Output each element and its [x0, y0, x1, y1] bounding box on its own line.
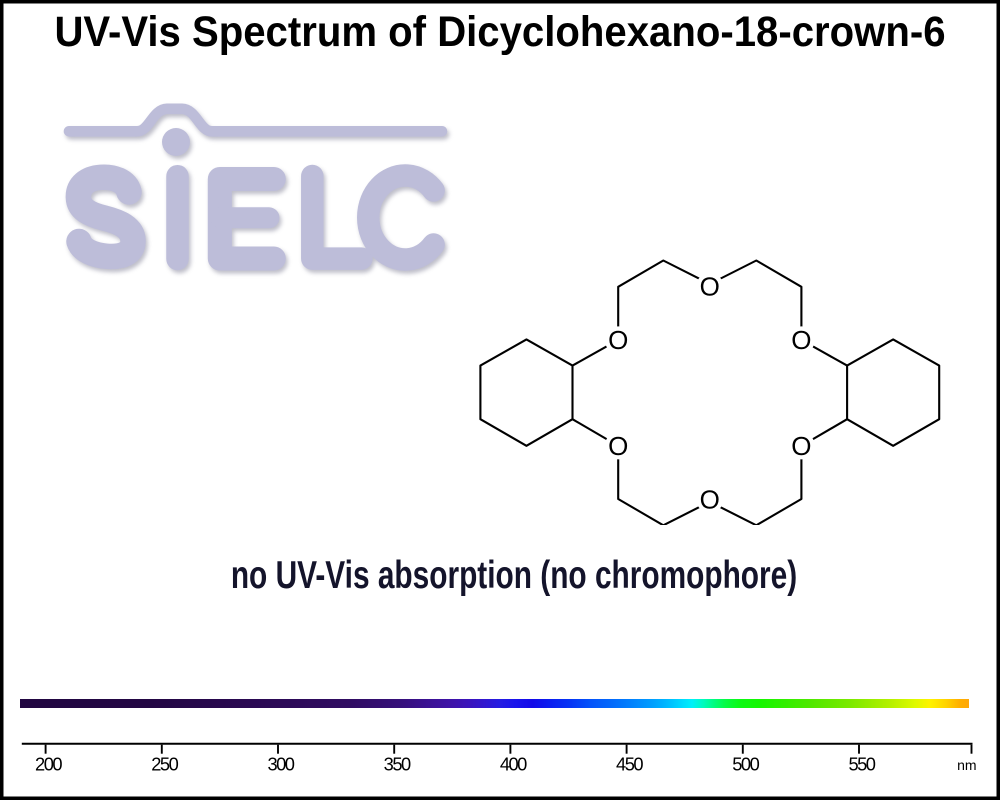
- svg-text:200: 200: [35, 754, 63, 775]
- svg-text:550: 550: [848, 754, 876, 775]
- svg-text:450: 450: [616, 754, 644, 775]
- svg-text:350: 350: [384, 754, 412, 775]
- svg-text:nm: nm: [957, 757, 976, 773]
- svg-text:O: O: [700, 485, 720, 515]
- svg-text:O: O: [791, 431, 811, 461]
- svg-text:500: 500: [732, 754, 760, 775]
- svg-text:O: O: [608, 325, 628, 355]
- svg-text:300: 300: [267, 754, 295, 775]
- svg-text:O: O: [791, 325, 811, 355]
- svg-text:400: 400: [500, 754, 528, 775]
- svg-text:O: O: [608, 431, 628, 461]
- svg-text:250: 250: [151, 754, 179, 775]
- svg-text:O: O: [700, 272, 720, 302]
